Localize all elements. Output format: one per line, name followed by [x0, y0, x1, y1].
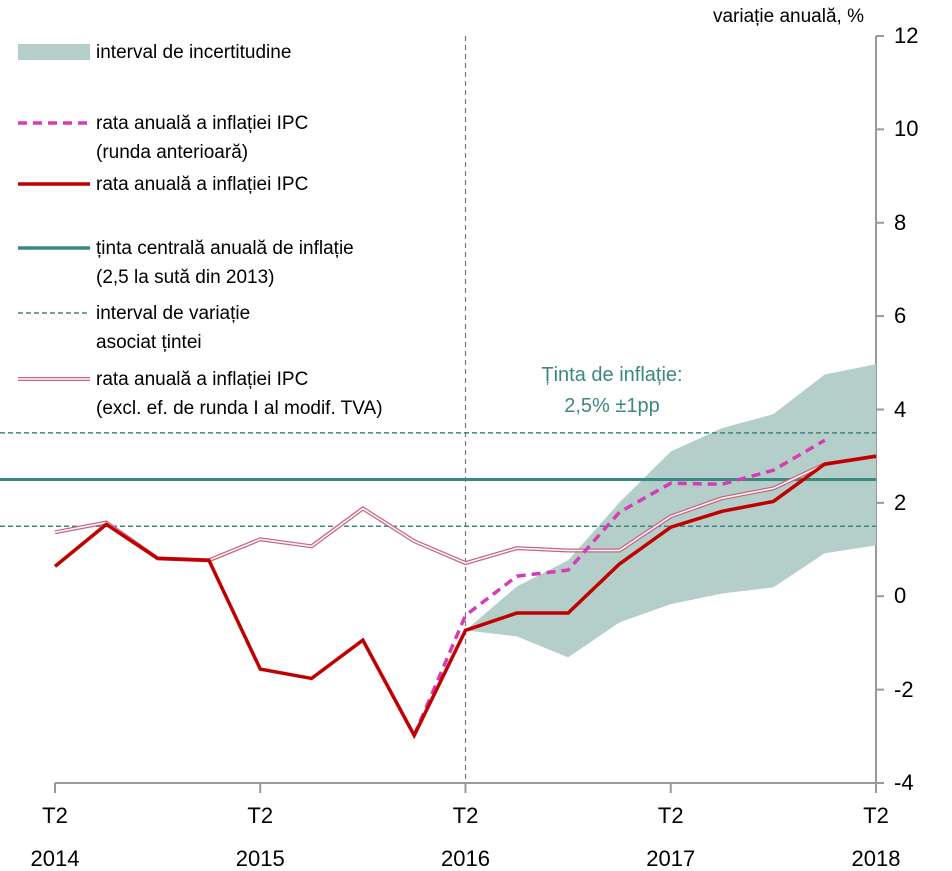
legend-label: rata anuală a inflației IPC: [96, 174, 309, 195]
x-tick-label: 2015: [235, 846, 285, 871]
legend-swatch: [18, 44, 90, 60]
y-tick-label: 10: [894, 116, 919, 142]
y-tick-label: 12: [894, 23, 919, 48]
y-tick-label: -4: [894, 770, 914, 795]
annotation: Ținta de inflație: 2,5% ±1pp: [541, 364, 683, 417]
x-tick-label: T2: [42, 803, 68, 828]
y-tick-label: 0: [894, 583, 907, 609]
axis-title: variație anuală, %: [712, 6, 864, 27]
y-tick-label: 8: [894, 209, 907, 235]
series-line: [53, 454, 877, 740]
x-tick-label: T2: [657, 803, 684, 828]
legend-label: interval de incertitudine: [96, 42, 292, 63]
x-tick-label: T2: [247, 803, 274, 828]
x-tick-label: 2014: [30, 846, 80, 871]
legend-label: rata anuală a inflației IPC (excl. ef. d…: [96, 369, 383, 419]
legend-label: rata anuală a inflației IPC (runda anter…: [96, 113, 309, 163]
y-tick-label: 2: [894, 489, 907, 515]
x-tick-label: T2: [863, 803, 889, 828]
x-tick-label: 2017: [646, 846, 696, 871]
series-line: [412, 438, 826, 737]
y-tick-label: -2: [894, 676, 914, 702]
x-tick-label: T2: [452, 803, 479, 828]
legend-label: interval de variație asociat țintei: [96, 303, 251, 353]
uncertainty-band: [465, 364, 876, 658]
x-tick-label: 2018: [851, 846, 901, 871]
legend-label: ținta centrală anuală de inflație (2,5 l…: [96, 238, 354, 288]
y-tick-label: 6: [894, 303, 907, 329]
x-tick-label: 2016: [441, 846, 490, 871]
y-tick-label: 4: [894, 396, 907, 422]
